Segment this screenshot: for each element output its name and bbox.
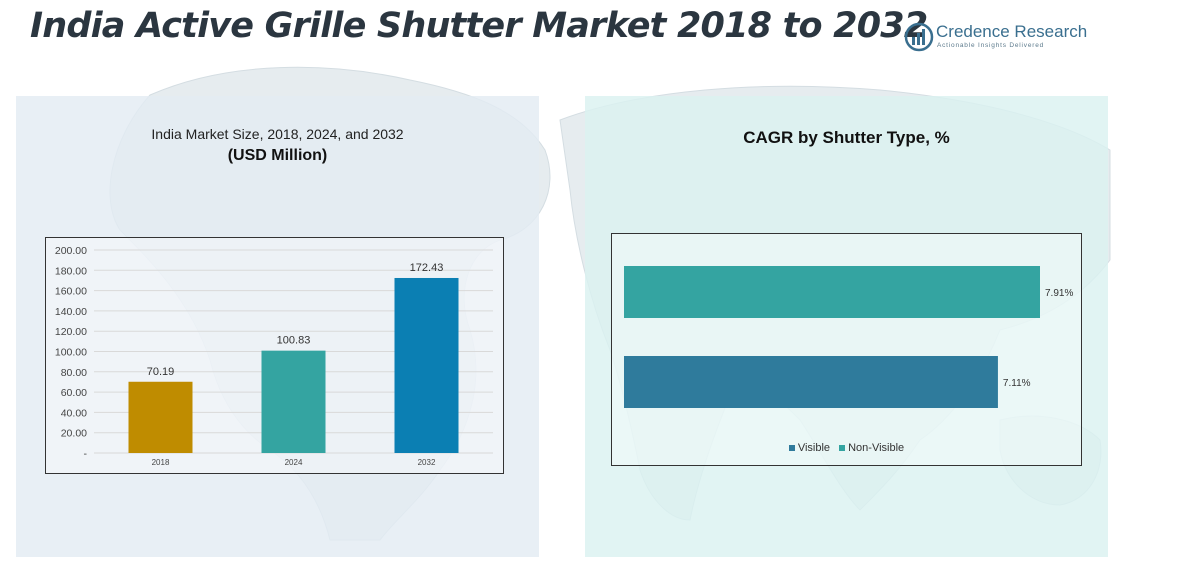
y-tick-label: - bbox=[84, 448, 88, 460]
bar-visible bbox=[624, 356, 998, 408]
x-tick-label-2018: 2018 bbox=[152, 458, 170, 467]
market-size-bar-chart: - 20.00 40.00 60.00 80.00 100.00 120.00 140.00 1… bbox=[55, 245, 493, 467]
y-tick-label: 60.00 bbox=[61, 387, 87, 399]
data-label-2032: 172.43 bbox=[410, 262, 444, 274]
logo-tagline: Actionable Insights Delivered bbox=[937, 42, 1045, 49]
credence-logo-icon bbox=[904, 22, 934, 52]
legend-item-visible: Visible bbox=[788, 442, 831, 454]
legend-label-visible: Visible bbox=[797, 442, 831, 454]
logo: Credence Research Actionable Insights De… bbox=[904, 22, 1094, 52]
cagr-legend: Visible Non-Visible bbox=[612, 442, 1081, 454]
y-tick-label: 40.00 bbox=[61, 407, 87, 419]
data-label-non-visible: 7.91% bbox=[1045, 288, 1073, 299]
y-tick-label: 140.00 bbox=[55, 306, 87, 318]
cagr-chart-frame: 7.91% 7.11% bbox=[611, 233, 1082, 466]
cagr-title: CAGR by Shutter Type, % bbox=[743, 128, 950, 147]
bar-non-visible bbox=[624, 266, 1040, 318]
legend-swatch-non-visible bbox=[839, 445, 846, 452]
x-tick-label-2024: 2024 bbox=[285, 458, 303, 467]
page-title: India Active Grille Shutter Market 2018 … bbox=[30, 6, 928, 46]
y-tick-label: 200.00 bbox=[55, 245, 87, 257]
bar-2018 bbox=[128, 381, 193, 453]
cagr-bar-chart: 7.91% 7.11% bbox=[624, 266, 1073, 408]
cagr-panel bbox=[585, 96, 1108, 557]
legend-label-non-visible: Non-Visible bbox=[848, 442, 905, 454]
legend-item-non-visible: Non-Visible bbox=[839, 442, 904, 454]
bar-2024 bbox=[261, 350, 326, 453]
market-size-unit: (USD Million) bbox=[227, 147, 328, 164]
legend-swatch-visible bbox=[788, 445, 795, 452]
bar-2032 bbox=[394, 277, 459, 453]
market-size-chart-frame: - 20.00 40.00 60.00 80.00 100.00 120.00 140.00 1… bbox=[45, 237, 504, 474]
y-tick-label: 120.00 bbox=[55, 326, 87, 338]
y-tick-label: 180.00 bbox=[55, 265, 87, 277]
y-tick-label: 20.00 bbox=[61, 428, 87, 440]
y-tick-label: 160.00 bbox=[55, 286, 87, 298]
data-label-2018: 70.19 bbox=[147, 366, 175, 378]
y-tick-label: 100.00 bbox=[55, 347, 87, 359]
y-tick-label: 80.00 bbox=[61, 367, 87, 379]
market-size-subtitle: India Market Size, 2018, 2024, and 2032 bbox=[151, 126, 404, 142]
x-tick-label-2032: 2032 bbox=[418, 458, 436, 467]
data-label-visible: 7.11% bbox=[1003, 378, 1031, 389]
logo-name: Credence Research bbox=[936, 22, 1088, 41]
data-label-2024: 100.83 bbox=[277, 335, 311, 347]
